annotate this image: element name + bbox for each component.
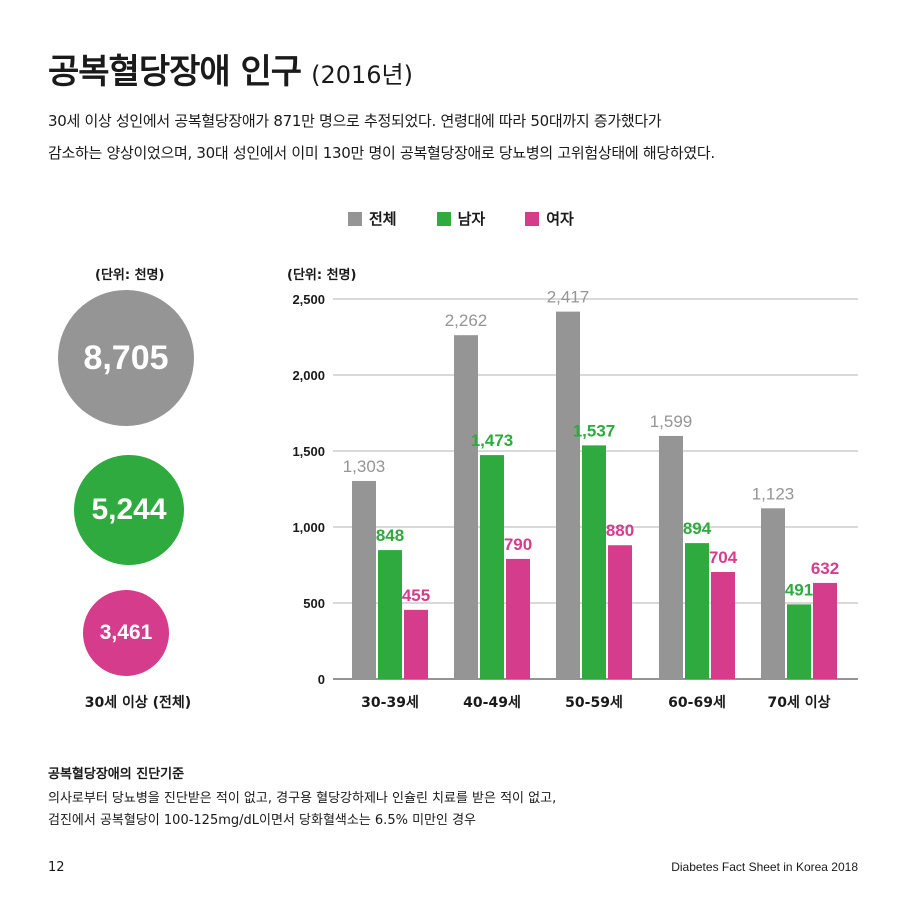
data-label-female: 632 (811, 559, 839, 578)
legend-item-female: 여자 (525, 208, 574, 229)
chart-legend: 전체 남자 여자 (348, 208, 574, 229)
page-title: 공복혈당장애 인구 (2016년) (48, 44, 413, 93)
y-tick-label: 2,500 (292, 292, 325, 307)
chart-unit-label: (단위: 천명) (287, 268, 357, 283)
bar-total (454, 335, 478, 679)
total-circle-value: 8,705 (83, 338, 169, 377)
male-circle: 5,244 (74, 455, 184, 565)
footer-source: Diabetes Fact Sheet in Korea 2018 (671, 860, 858, 874)
data-label-total: 2,262 (445, 311, 488, 330)
female-circle-value: 3,461 (99, 621, 153, 644)
bar-male (685, 543, 709, 679)
data-label-male: 491 (785, 580, 813, 599)
y-tick-label: 500 (303, 596, 325, 611)
title-main: 공복혈당장애 인구 (48, 52, 302, 92)
description-line-2: 감소하는 양상이었으며, 30대 성인에서 이미 130만 명이 공복혈당장애로… (48, 144, 715, 162)
title-year: (2016년) (311, 61, 413, 89)
y-tick-label: 0 (318, 672, 325, 687)
bar-total (556, 311, 580, 679)
data-label-female: 704 (709, 548, 738, 567)
total-circle: 8,705 (58, 290, 194, 426)
data-label-male: 1,473 (471, 431, 514, 450)
bar-chart: 0 500 1,000 1,500 2,000 2,500 1,303 848 455 30-39… (292, 288, 858, 711)
description-line-1: 30세 이상 성인에서 공복혈당장애가 871만 명으로 추정되었다. 연령대에… (48, 112, 662, 130)
x-tick-label: 70세 이상 (768, 694, 831, 711)
legend-label-female: 여자 (546, 210, 574, 228)
data-label-total: 1,303 (343, 457, 386, 476)
legend-label-total: 전체 (369, 210, 397, 228)
legend-label-male: 남자 (457, 210, 486, 228)
data-label-male: 848 (376, 526, 404, 545)
criteria-line-2: 검진에서 공복혈당이 100-125mg/dL이면서 당화혈색소는 6.5% 미… (48, 813, 477, 828)
bar-female (813, 582, 837, 679)
data-label-total: 1,123 (752, 484, 795, 503)
bar-female (404, 609, 428, 679)
criteria-title: 공복혈당장애의 진단기준 (48, 767, 185, 782)
legend-swatch-male (436, 211, 451, 226)
y-tick-label: 1,500 (292, 444, 325, 459)
y-tick-label: 2,000 (292, 368, 325, 383)
bar-female (711, 571, 735, 679)
bar-male (582, 445, 606, 679)
bar-male (787, 604, 811, 679)
page-number: 12 (48, 860, 65, 875)
bar-female (608, 545, 632, 679)
data-label-total: 1,599 (650, 412, 693, 431)
data-label-female: 880 (606, 521, 634, 540)
data-label-male: 894 (683, 519, 712, 538)
totals-label: 30세 이상 (전체) (84, 695, 192, 711)
male-circle-value: 5,244 (91, 493, 167, 526)
x-tick-label: 30-39세 (361, 695, 419, 711)
x-tick-label: 60-69세 (668, 695, 726, 711)
data-label-female: 790 (504, 535, 532, 554)
bar-male (378, 550, 402, 679)
x-tick-label: 40-49세 (463, 695, 521, 711)
y-tick-label: 1,000 (292, 520, 325, 535)
totals-unit-label: (단위: 천명) (95, 268, 165, 283)
data-label-male: 1,537 (573, 421, 616, 440)
data-label-female: 455 (402, 586, 430, 605)
data-label-total: 2,417 (547, 288, 590, 307)
bar-female (506, 558, 530, 679)
x-tick-label: 50-59세 (565, 695, 623, 711)
legend-swatch-female (525, 211, 540, 226)
legend-item-total: 전체 (348, 208, 397, 229)
criteria-line-1: 의사로부터 당뇨병을 진단받은 적이 없고, 경구용 혈당강하제나 인슐린 치료… (48, 791, 557, 806)
female-circle: 3,461 (83, 590, 169, 676)
bar-total (352, 480, 376, 679)
bar-total (659, 435, 683, 679)
legend-swatch-total (348, 211, 362, 226)
bar-male (480, 455, 504, 679)
bar-total (761, 508, 785, 679)
legend-item-male: 남자 (436, 208, 486, 229)
